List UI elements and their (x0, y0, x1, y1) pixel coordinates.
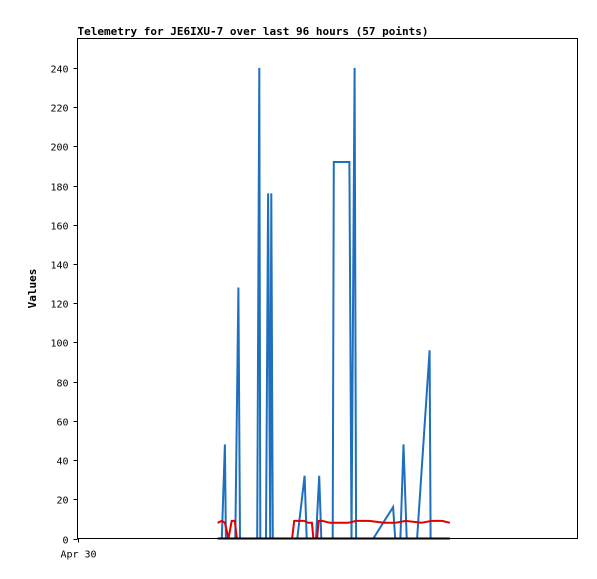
chart-title: Telemetry for JE6IXU-7 over last 96 hour… (78, 25, 429, 38)
y-tick-label: 240 (50, 65, 68, 76)
y-tick-label: 180 (50, 183, 68, 194)
y-tick-label: 100 (50, 339, 68, 350)
y-tick-label: 140 (50, 261, 68, 272)
plot-area (77, 38, 578, 539)
y-tick-label: 0 (62, 536, 68, 547)
y-tick-label: 200 (50, 143, 68, 154)
y-tick-label: 120 (50, 300, 68, 311)
x-axis: Apr 30 (60, 538, 97, 561)
y-tick-label: 160 (50, 222, 68, 233)
y-axis: 0 20 40 60 80 100 120 140 160 180 200 220 240 (50, 65, 78, 547)
x-tick-label: Apr 30 (60, 550, 96, 561)
y-axis-label: Values (26, 269, 39, 309)
y-tick-label: 40 (56, 457, 68, 468)
y-tick-label: 80 (56, 379, 68, 390)
y-tick-label: 60 (56, 418, 68, 429)
series-layer (217, 67, 451, 540)
y-tick-label: 20 (56, 496, 68, 507)
y-tick-label: 220 (50, 104, 68, 115)
